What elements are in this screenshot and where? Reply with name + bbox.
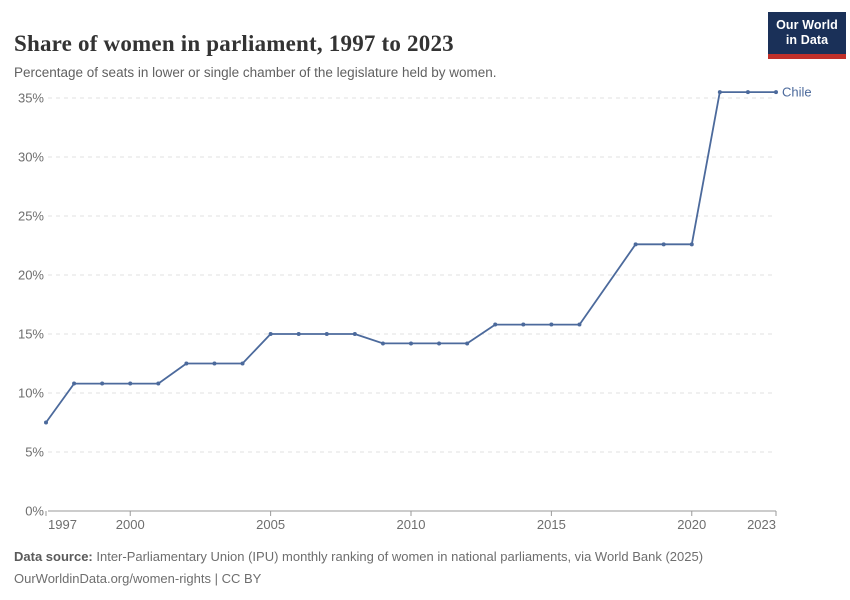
data-point [577, 322, 582, 327]
data-point [521, 322, 526, 327]
data-point [212, 361, 217, 366]
data-point [717, 90, 722, 95]
data-point [268, 332, 273, 336]
data-point [352, 332, 357, 336]
x-axis-tick-label: 1997 [48, 517, 77, 532]
data-point [240, 361, 245, 366]
data-source-text: Inter-Parliamentary Union (IPU) monthly … [92, 549, 704, 564]
data-point [493, 322, 498, 327]
data-point [44, 420, 48, 425]
data-point [100, 381, 105, 386]
data-point [72, 381, 77, 386]
data-point [549, 322, 554, 327]
data-point [633, 242, 638, 247]
data-point [774, 90, 778, 95]
owid-logo-redbar [768, 54, 846, 59]
data-point [184, 361, 189, 366]
y-axis-tick-label: 35% [18, 91, 44, 106]
y-axis-tick-label: 20% [18, 268, 44, 283]
data-point [296, 332, 301, 336]
y-axis-tick-label: 25% [18, 209, 44, 224]
owid-logo: Our World in Data [768, 12, 846, 59]
x-axis-tick-label: 2023 [747, 517, 776, 532]
y-axis-tick-label: 0% [25, 504, 44, 519]
chart-footer: Data source: Inter-Parliamentary Union (… [14, 546, 703, 590]
series-label: Chile [782, 85, 812, 100]
x-axis-tick-label: 2000 [116, 517, 145, 532]
owid-logo-text: Our World in Data [768, 12, 846, 54]
chart-subtitle: Percentage of seats in lower or single c… [14, 64, 497, 80]
y-axis-tick-label: 10% [18, 386, 44, 401]
x-axis-tick-label: 2010 [397, 517, 426, 532]
data-point [661, 242, 666, 247]
x-axis-tick-label: 2015 [537, 517, 566, 532]
chart-title: Share of women in parliament, 1997 to 20… [14, 31, 454, 57]
data-point [128, 381, 133, 386]
data-point [437, 341, 442, 346]
y-axis-tick-label: 30% [18, 150, 44, 165]
line-chart-plot-area[interactable]: 0% 5% 10% 15% 20% 25% 30% 35% 1997 2000 2005 2010 20… [0, 0, 850, 540]
data-line-chile [45, 91, 777, 424]
data-source-line: Data source: Inter-Parliamentary Union (… [14, 546, 703, 568]
data-point [156, 381, 161, 386]
data-source-label: Data source: [14, 549, 93, 564]
data-point [380, 341, 385, 346]
license-line: OurWorldinData.org/women-rights | CC BY [14, 571, 262, 586]
data-point [324, 332, 329, 336]
data-point [409, 341, 413, 346]
data-point [745, 90, 750, 95]
y-axis-tick-label: 15% [18, 327, 44, 342]
x-axis-tick-label: 2005 [256, 517, 285, 532]
y-axis-tick-label: 5% [25, 445, 44, 460]
data-point [465, 341, 470, 346]
data-point [689, 242, 694, 247]
x-axis-tick-label: 2020 [677, 517, 706, 532]
